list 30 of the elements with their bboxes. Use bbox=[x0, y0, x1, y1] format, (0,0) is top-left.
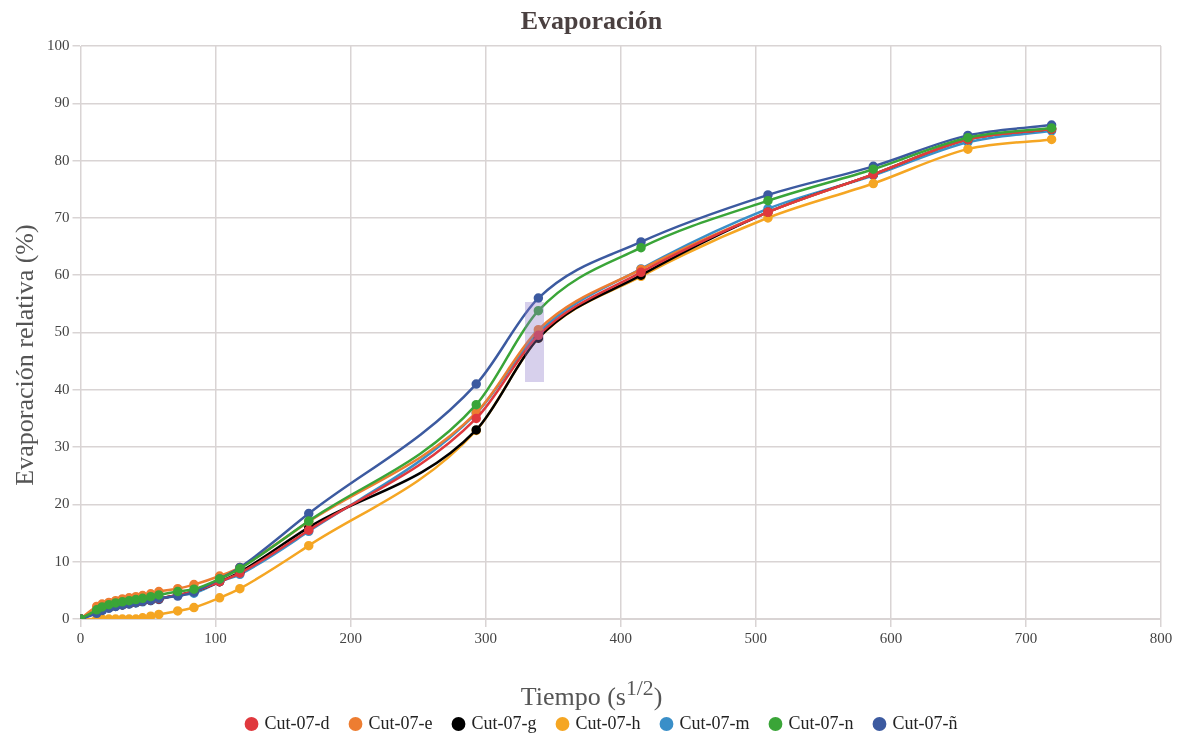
x-tick-label: 800 bbox=[1149, 629, 1173, 646]
y-tick-label: 60 bbox=[54, 266, 70, 283]
y-tick-label: 40 bbox=[54, 380, 70, 397]
legend-label: Cut-07-n bbox=[788, 712, 854, 733]
x-axis-title: Tiempo (s$^{1/2}$) bbox=[519, 676, 664, 712]
y-tick-label: 100 bbox=[47, 36, 70, 53]
x-tick-label: 300 bbox=[474, 629, 497, 646]
x-tick-label: 100 bbox=[204, 629, 227, 646]
y-tick-label: 80 bbox=[54, 151, 70, 168]
legend-label: Cut-07-h bbox=[575, 712, 641, 733]
legend-label: Cut-07-e bbox=[368, 712, 433, 733]
y-tick-label: 10 bbox=[54, 552, 70, 569]
legend-label: Cut-07-m bbox=[679, 712, 750, 733]
legend-label: Cut-07-d bbox=[264, 712, 330, 733]
x-tick-label: 500 bbox=[744, 629, 768, 646]
x-tick-label: 400 bbox=[609, 629, 632, 646]
y-axis-title: Evaporación relativa (%) bbox=[10, 223, 40, 488]
x-tick-label: 600 bbox=[879, 629, 903, 646]
y-tick-label: 30 bbox=[54, 438, 70, 455]
y-tick-label: 70 bbox=[54, 208, 70, 225]
y-tick-label: 0 bbox=[62, 609, 70, 626]
chart-title: Evaporación bbox=[519, 6, 664, 36]
x-tick-label: 200 bbox=[339, 629, 362, 646]
y-tick-label: 20 bbox=[54, 495, 70, 512]
x-tick-label: 700 bbox=[1014, 629, 1038, 646]
y-tick-label: 50 bbox=[54, 323, 70, 340]
x-tick-label: 0 bbox=[76, 629, 85, 646]
legend-label: Cut-07-ñ bbox=[892, 712, 958, 733]
legend-label: Cut-07-g bbox=[471, 712, 537, 733]
y-tick-label: 90 bbox=[54, 94, 70, 111]
